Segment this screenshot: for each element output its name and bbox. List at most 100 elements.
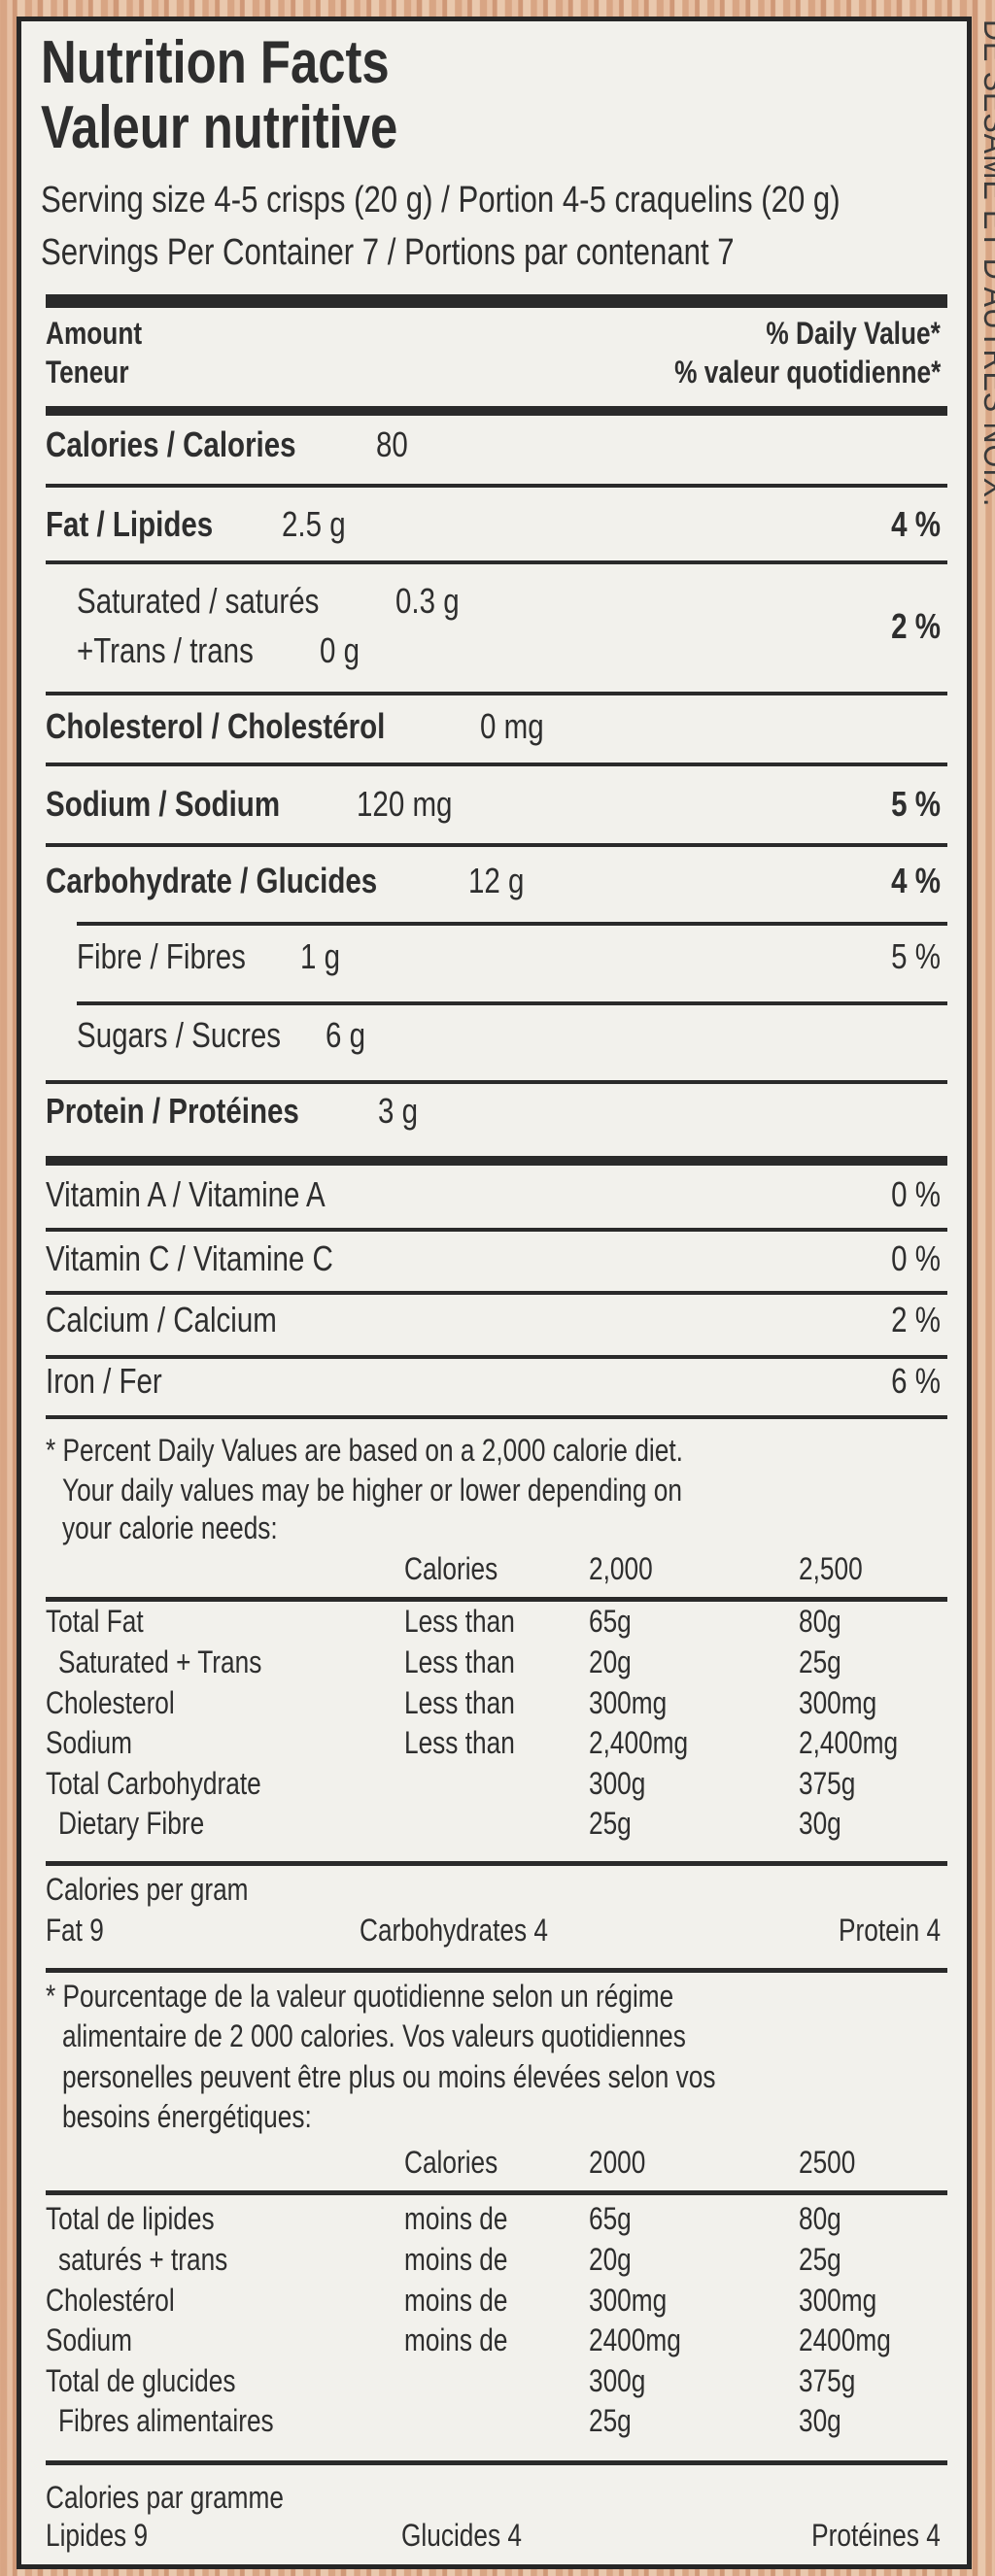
vitamin-label: Iron / Fer [46,1361,162,1402]
nutrient-label: Cholesterol / Cholestérol [46,706,386,747]
nutrient-amount: 80 [376,424,408,465]
nutrient-dv: 5 % [891,784,941,825]
table-cell-2000: 65g [589,1604,632,1640]
table-cell-label: Cholestérol [46,2282,175,2318]
divider [46,1291,947,1295]
table-cell-2000: 300mg [589,2282,668,2318]
nutrient-amount: 12 g [468,861,525,901]
nutrient-label: Protein / Protéines [46,1091,299,1132]
footnote-line: * Pourcentage de la valeur quotidienne s… [46,1979,674,2015]
divider [46,1355,947,1359]
table-cell-2500: 375g [799,1765,856,1801]
nutrient-amount: 0 mg [480,706,544,747]
vitamin-dv: 2 % [891,1300,941,1340]
table-cell-limit: moins de [404,2282,508,2318]
table-cell-label: Total de lipides [46,2201,215,2237]
table-cell-2000: 20g [589,1644,632,1679]
calories-per-gram-carb: Glucides 4 [401,2518,522,2554]
divider [77,922,947,926]
divider [46,1596,947,1602]
table-cell-2500: 30g [799,1806,841,1842]
footnote-line: * Percent Daily Values are based on a 2,… [46,1433,683,1469]
table-cell-limit: moins de [404,2201,508,2237]
table-header-cell: 2000 [589,2145,646,2181]
nutrient-label: Saturated / saturés [77,581,320,622]
nutrient-label: Calories / Calories [46,424,296,465]
table-cell-label: Saturated + Trans [58,1644,262,1679]
servings-per-container: Servings Per Container 7 / Portions par … [41,232,735,274]
nutrient-sub-label: +Trans / trans [77,630,254,671]
footnote-line: alimentaire de 2 000 calories. Vos valeu… [62,2018,686,2054]
nutrient-amount: 3 g [378,1091,419,1132]
table-cell-2500: 300mg [799,1684,877,1720]
nutrient-label: Sodium / Sodium [46,784,281,825]
table-cell-label: Sodium [46,2322,132,2358]
divider [46,1860,947,1866]
table-cell-2000: 20g [589,2242,632,2277]
table-cell-2500: 25g [799,1644,841,1679]
table-cell-label: Total Carbohydrate [46,1765,261,1801]
footnote-line: your calorie needs: [62,1510,278,1546]
table-cell-label: Total Fat [46,1604,144,1640]
footnote-line: personelles peuvent être plus ou moins é… [62,2059,716,2095]
table-cell-2000: 25g [589,2403,632,2439]
vitamin-label: Vitamin C / Vitamine C [46,1238,333,1279]
divider [46,692,947,695]
vitamin-label: Vitamin A / Vitamine A [46,1174,326,1215]
nutrient-dv: 2 % [891,606,941,647]
table-cell-limit: Less than [404,1604,515,1640]
divider [46,484,947,488]
calories-per-gram-title: Calories per gram [46,1872,249,1908]
divider [46,2189,947,2195]
table-cell-2500: 30g [799,2403,841,2439]
table-cell-label: saturés + trans [58,2242,228,2277]
calories-per-gram-fat: Lipides 9 [46,2518,149,2554]
table-cell-label: Cholesterol [46,1684,175,1720]
vitamin-dv: 0 % [891,1174,941,1215]
divider [46,763,947,766]
table-cell-label: Fibres alimentaires [58,2403,274,2439]
nutrient-dv: 4 % [891,861,941,901]
calories-per-gram-carb: Carbohydrates 4 [360,1913,548,1949]
table-header-cell: Calories [404,2145,498,2181]
nutrient-sub-amount: 0 g [320,630,360,671]
table-cell-2500: 2,400mg [799,1725,899,1761]
calories-per-gram-protein: Protein 4 [838,1913,941,1949]
nutrient-amount: 6 g [326,1015,366,1056]
daily-value-fr: % valeur quotidienne* [673,355,941,390]
divider [46,1156,947,1166]
divider [46,560,947,564]
table-cell-label: Sodium [46,1725,132,1761]
table-cell-limit: moins de [404,2242,508,2277]
table-header-cell: 2,500 [799,1551,863,1587]
nutrient-amount: 1 g [300,936,341,977]
nutrient-amount: 2.5 g [282,504,346,545]
table-cell-2000: 2,400mg [589,1725,689,1761]
divider [46,1080,947,1084]
footnote-line: Your daily values may be higher or lower… [62,1473,682,1508]
divider [46,2459,947,2465]
nutrient-label: Fat / Lipides [46,504,214,545]
table-cell-2000: 300g [589,2362,646,2398]
table-cell-2000: 25g [589,1806,632,1842]
table-cell-label: Total de glucides [46,2362,236,2398]
divider [46,294,947,308]
table-cell-2500: 80g [799,1604,841,1640]
nutrient-dv: 4 % [891,504,941,545]
table-cell-2000: 300g [589,1765,646,1801]
calories-per-gram-fat: Fat 9 [46,1913,104,1949]
divider [46,1415,947,1419]
divider [46,1228,947,1232]
table-cell-2000: 2400mg [589,2322,681,2358]
nutrient-dv: 5 % [891,936,941,977]
package-side-text: DE SÉSAME ET D'AUTRES NOIX. [977,19,995,508]
title-en: Nutrition Facts [41,28,390,96]
vitamin-label: Calcium / Calcium [46,1300,277,1340]
table-cell-limit: Less than [404,1684,515,1720]
table-cell-2500: 80g [799,2201,841,2237]
table-header-cell: 2,000 [589,1551,653,1587]
table-cell-2000: 300mg [589,1684,668,1720]
table-cell-label: Dietary Fibre [58,1806,205,1842]
serving-size: Serving size 4-5 crisps (20 g) / Portion… [41,180,841,221]
nutrient-label: Sugars / Sucres [77,1015,282,1056]
